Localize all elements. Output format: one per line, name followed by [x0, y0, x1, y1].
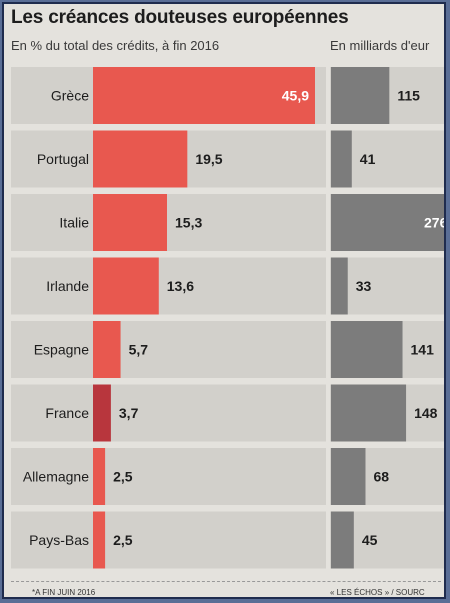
billions-value-label: 68	[373, 469, 389, 485]
footnote: *A FIN JUIN 2016	[32, 588, 96, 597]
percent-bar	[93, 130, 188, 188]
billions-value-label: 141	[411, 342, 435, 358]
subtitle-billions: En milliards d'eur	[330, 38, 430, 53]
country-label: Allemagne	[23, 469, 89, 485]
country-label: France	[45, 405, 89, 421]
billions-bar	[331, 384, 407, 442]
percent-bar	[93, 257, 159, 315]
billions-value-label: 148	[414, 405, 438, 421]
percent-bar	[93, 67, 315, 124]
chart-title: Les créances douteuses européennes	[11, 7, 349, 28]
percent-value-label: 5,7	[129, 342, 149, 358]
percent-value-label: 19,5	[195, 151, 222, 167]
billions-value-label: 41	[360, 151, 376, 167]
row-background-espagne	[11, 321, 326, 378]
percent-bar	[93, 384, 111, 442]
percent-bar	[93, 321, 121, 378]
billions-value-label: 45	[362, 532, 378, 548]
percent-value-label: 15,3	[175, 215, 202, 231]
row-background-right-irlande	[330, 257, 444, 315]
percent-value-label: 45,9	[282, 88, 309, 104]
billions-bar	[331, 511, 354, 569]
billions-bar	[331, 130, 352, 188]
billions-value-label: 115	[397, 88, 420, 104]
billions-bar	[331, 448, 366, 505]
percent-bar	[93, 194, 167, 251]
billions-bar	[331, 321, 403, 378]
percent-value-label: 2,5	[113, 532, 133, 548]
country-label: Irlande	[46, 278, 89, 294]
country-label: Portugal	[37, 151, 89, 167]
source-credit: « LES ÉCHOS » / SOURC	[330, 588, 425, 597]
chart-frame: Les créances douteuses européennes En % …	[2, 2, 446, 599]
percent-value-label: 3,7	[119, 405, 139, 421]
percent-value-label: 13,6	[167, 278, 194, 294]
country-label: Espagne	[34, 342, 89, 358]
row-background-france	[11, 384, 326, 442]
row-background-allemagne	[11, 448, 326, 505]
billions-value-label: 33	[356, 278, 372, 294]
billions-bar	[331, 257, 348, 315]
country-label: Pays-Bas	[29, 532, 89, 548]
footer-divider	[11, 581, 441, 582]
percent-value-label: 2,5	[113, 469, 133, 485]
row-background-italie	[11, 194, 326, 251]
billions-bar	[331, 67, 390, 124]
row-background-pays-bas	[11, 511, 326, 569]
country-label: Grèce	[51, 88, 89, 104]
country-label: Italie	[59, 215, 89, 231]
billions-bar	[331, 194, 444, 251]
percent-bar	[93, 448, 106, 505]
row-background-irlande	[11, 257, 326, 315]
bar-chart: Grèce 45,9 115 Portugal 19,5 41 Italie 15,3 276 I…	[11, 67, 446, 569]
billions-value-label: 276	[424, 215, 446, 231]
subtitle-percent: En % du total des crédits, à fin 2016	[11, 38, 220, 53]
percent-bar	[93, 511, 106, 569]
